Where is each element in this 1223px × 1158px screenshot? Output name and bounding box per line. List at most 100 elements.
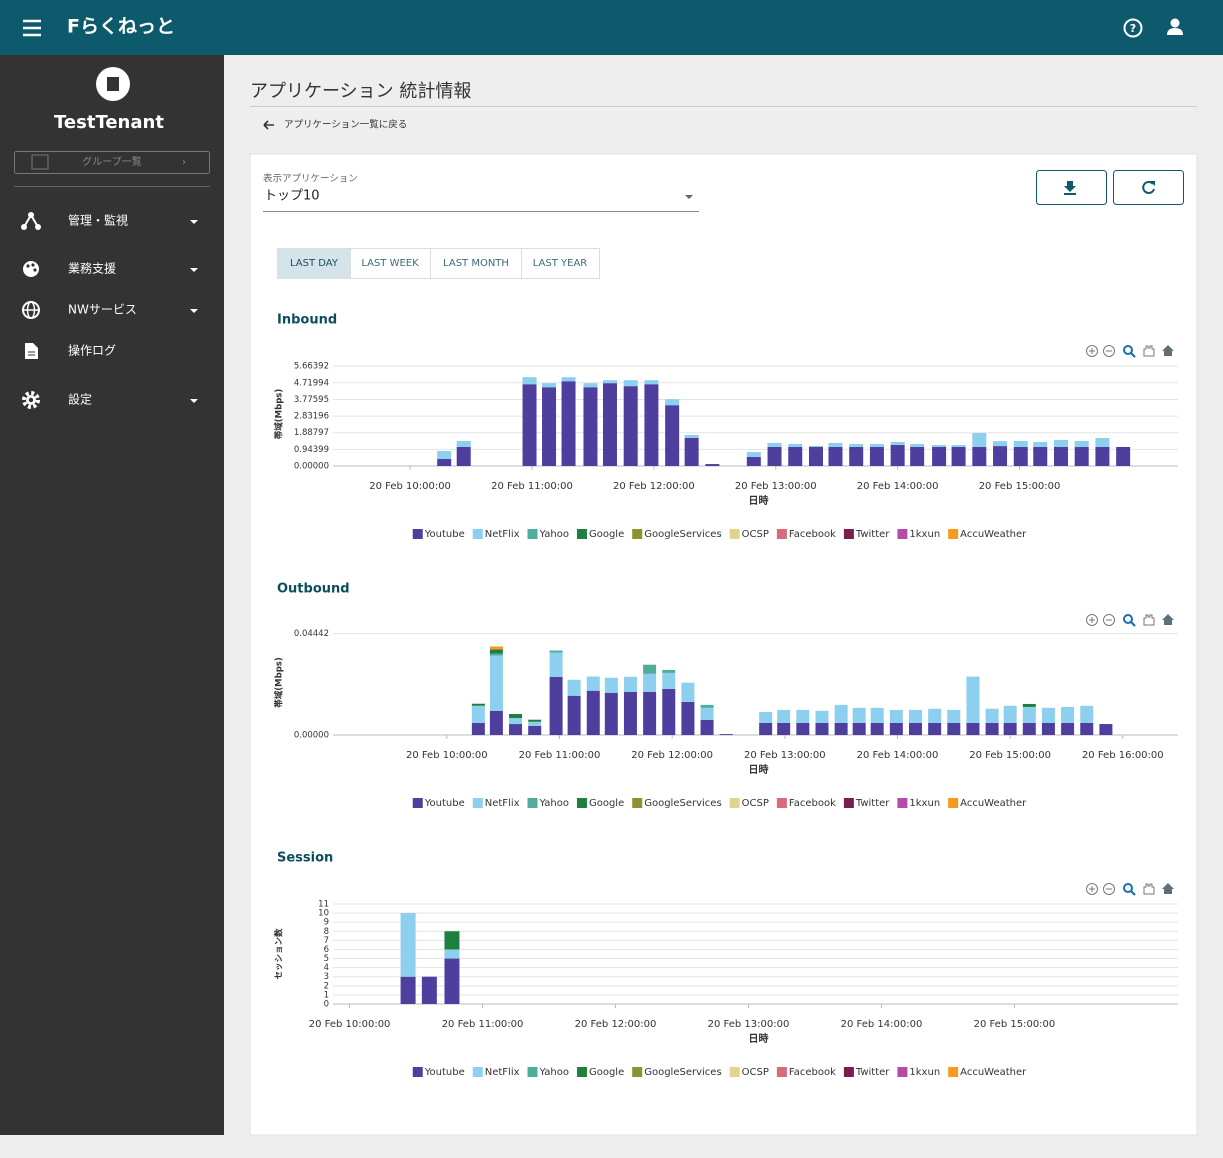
zoom-in-button[interactable]	[1086, 345, 1098, 357]
reset-button[interactable]	[1162, 345, 1174, 356]
legend-swatch[interactable]	[576, 529, 587, 539]
menu-item[interactable]: 管理・監視	[21, 212, 198, 230]
y-tick-label: 0.00000	[294, 731, 329, 741]
legend-label[interactable]: Twitter	[855, 1067, 890, 1078]
legend-label[interactable]: 1kxun	[909, 529, 940, 540]
download-button[interactable]	[1036, 170, 1107, 205]
refresh-button[interactable]	[1113, 170, 1184, 205]
app-select[interactable]: トップ10	[263, 189, 699, 212]
legend-swatch[interactable]	[412, 1067, 423, 1077]
legend-label[interactable]: AccuWeather	[960, 1067, 1027, 1078]
zoom-out-button[interactable]	[1103, 883, 1115, 895]
legend-label[interactable]: Google	[589, 798, 624, 809]
legend-swatch[interactable]	[776, 529, 787, 539]
legend-label[interactable]: Facebook	[789, 798, 836, 809]
legend-swatch[interactable]	[632, 798, 643, 808]
tab[interactable]: LAST DAY	[290, 258, 339, 269]
legend-label[interactable]: GoogleServices	[644, 529, 721, 540]
legend-swatch[interactable]	[948, 529, 959, 539]
legend-swatch[interactable]	[527, 1067, 538, 1077]
legend-swatch[interactable]	[412, 798, 423, 808]
tab[interactable]: LAST YEAR	[533, 258, 588, 269]
legend-swatch[interactable]	[729, 798, 740, 808]
legend-label[interactable]: NetFlix	[485, 798, 520, 809]
zoom-out-button[interactable]	[1103, 614, 1115, 626]
legend-label[interactable]: Youtube	[424, 798, 465, 809]
bar-segment	[644, 380, 659, 385]
legend-swatch[interactable]	[412, 529, 423, 539]
legend-swatch[interactable]	[948, 798, 959, 808]
legend-swatch[interactable]	[948, 1067, 959, 1077]
user-button[interactable]	[1167, 18, 1183, 36]
legend-label[interactable]: NetFlix	[485, 1067, 520, 1078]
legend-swatch[interactable]	[729, 529, 740, 539]
legend-swatch[interactable]	[632, 1067, 643, 1077]
menu-item[interactable]: 業務支援	[23, 261, 198, 277]
legend-label[interactable]: GoogleServices	[644, 798, 721, 809]
menu-item[interactable]: 操作ログ	[25, 343, 116, 360]
legend-swatch[interactable]	[897, 798, 908, 808]
menu-item[interactable]: NWサービス	[22, 301, 198, 319]
legend-swatch[interactable]	[576, 1067, 587, 1077]
legend-swatch[interactable]	[776, 798, 787, 808]
legend-label[interactable]: Twitter	[855, 798, 890, 809]
bar-segment	[444, 949, 460, 959]
zoom-select-icon	[1130, 621, 1136, 627]
legend-label[interactable]: Facebook	[789, 529, 836, 540]
legend-label[interactable]: OCSP	[742, 798, 769, 809]
legend-swatch[interactable]	[472, 529, 483, 539]
zoom-out-button[interactable]	[1103, 345, 1115, 357]
reset-button[interactable]	[1162, 883, 1174, 894]
bar-segment	[561, 377, 576, 382]
legend-label[interactable]: Google	[589, 1067, 624, 1078]
legend-label[interactable]: Google	[589, 529, 624, 540]
group-list-button[interactable]: グループ一覧 ›	[14, 151, 210, 174]
legend-label[interactable]: 1kxun	[909, 798, 940, 809]
legend-swatch[interactable]	[527, 798, 538, 808]
pan-button[interactable]	[1143, 883, 1155, 895]
legend-swatch[interactable]	[843, 529, 854, 539]
pan-button[interactable]	[1143, 345, 1155, 357]
tab[interactable]: LAST WEEK	[361, 258, 419, 269]
legend-label[interactable]: AccuWeather	[960, 798, 1027, 809]
group-list-label: グループ一覧	[82, 155, 141, 168]
legend-label[interactable]: GoogleServices	[644, 1067, 721, 1078]
legend-swatch[interactable]	[897, 1067, 908, 1077]
menu-item[interactable]: 設定	[22, 391, 198, 409]
legend-swatch[interactable]	[897, 529, 908, 539]
menu-button[interactable]	[23, 19, 41, 37]
reset-button[interactable]	[1162, 614, 1174, 625]
legend-swatch[interactable]	[843, 798, 854, 808]
bar-segment	[400, 913, 416, 977]
legend-label[interactable]: Yahoo	[539, 798, 569, 809]
help-button[interactable]: ?	[1123, 18, 1143, 38]
legend-swatch[interactable]	[776, 1067, 787, 1077]
legend-swatch[interactable]	[843, 1067, 854, 1077]
zoom-in-button[interactable]	[1086, 883, 1098, 895]
legend-swatch[interactable]	[632, 529, 643, 539]
legend-label[interactable]: Youtube	[424, 1067, 465, 1078]
back-link[interactable]: アプリケーション一覧に戻る	[263, 119, 407, 131]
legend-swatch[interactable]	[576, 798, 587, 808]
legend-label[interactable]: OCSP	[742, 1067, 769, 1078]
zoom-in-button[interactable]	[1086, 614, 1098, 626]
legend-swatch[interactable]	[527, 529, 538, 539]
tab[interactable]: LAST MONTH	[443, 258, 509, 269]
legend-label[interactable]: 1kxun	[909, 1067, 940, 1078]
zoom-select-button[interactable]	[1123, 345, 1133, 355]
legend-label[interactable]: Facebook	[789, 1067, 836, 1078]
legend-label[interactable]: Yahoo	[539, 529, 569, 540]
legend-swatch[interactable]	[729, 1067, 740, 1077]
zoom-select-button[interactable]	[1123, 614, 1133, 624]
legend-label[interactable]: Yahoo	[539, 1067, 569, 1078]
legend-label[interactable]: Twitter	[855, 529, 890, 540]
zoom-select-button[interactable]	[1123, 883, 1133, 893]
legend-label[interactable]: AccuWeather	[960, 529, 1027, 540]
legend-label[interactable]: NetFlix	[485, 529, 520, 540]
legend-label[interactable]: Youtube	[424, 529, 465, 540]
bar-segment	[623, 386, 638, 466]
legend-swatch[interactable]	[472, 798, 483, 808]
legend-label[interactable]: OCSP	[742, 529, 769, 540]
pan-button[interactable]	[1143, 614, 1155, 626]
legend-swatch[interactable]	[472, 1067, 483, 1077]
